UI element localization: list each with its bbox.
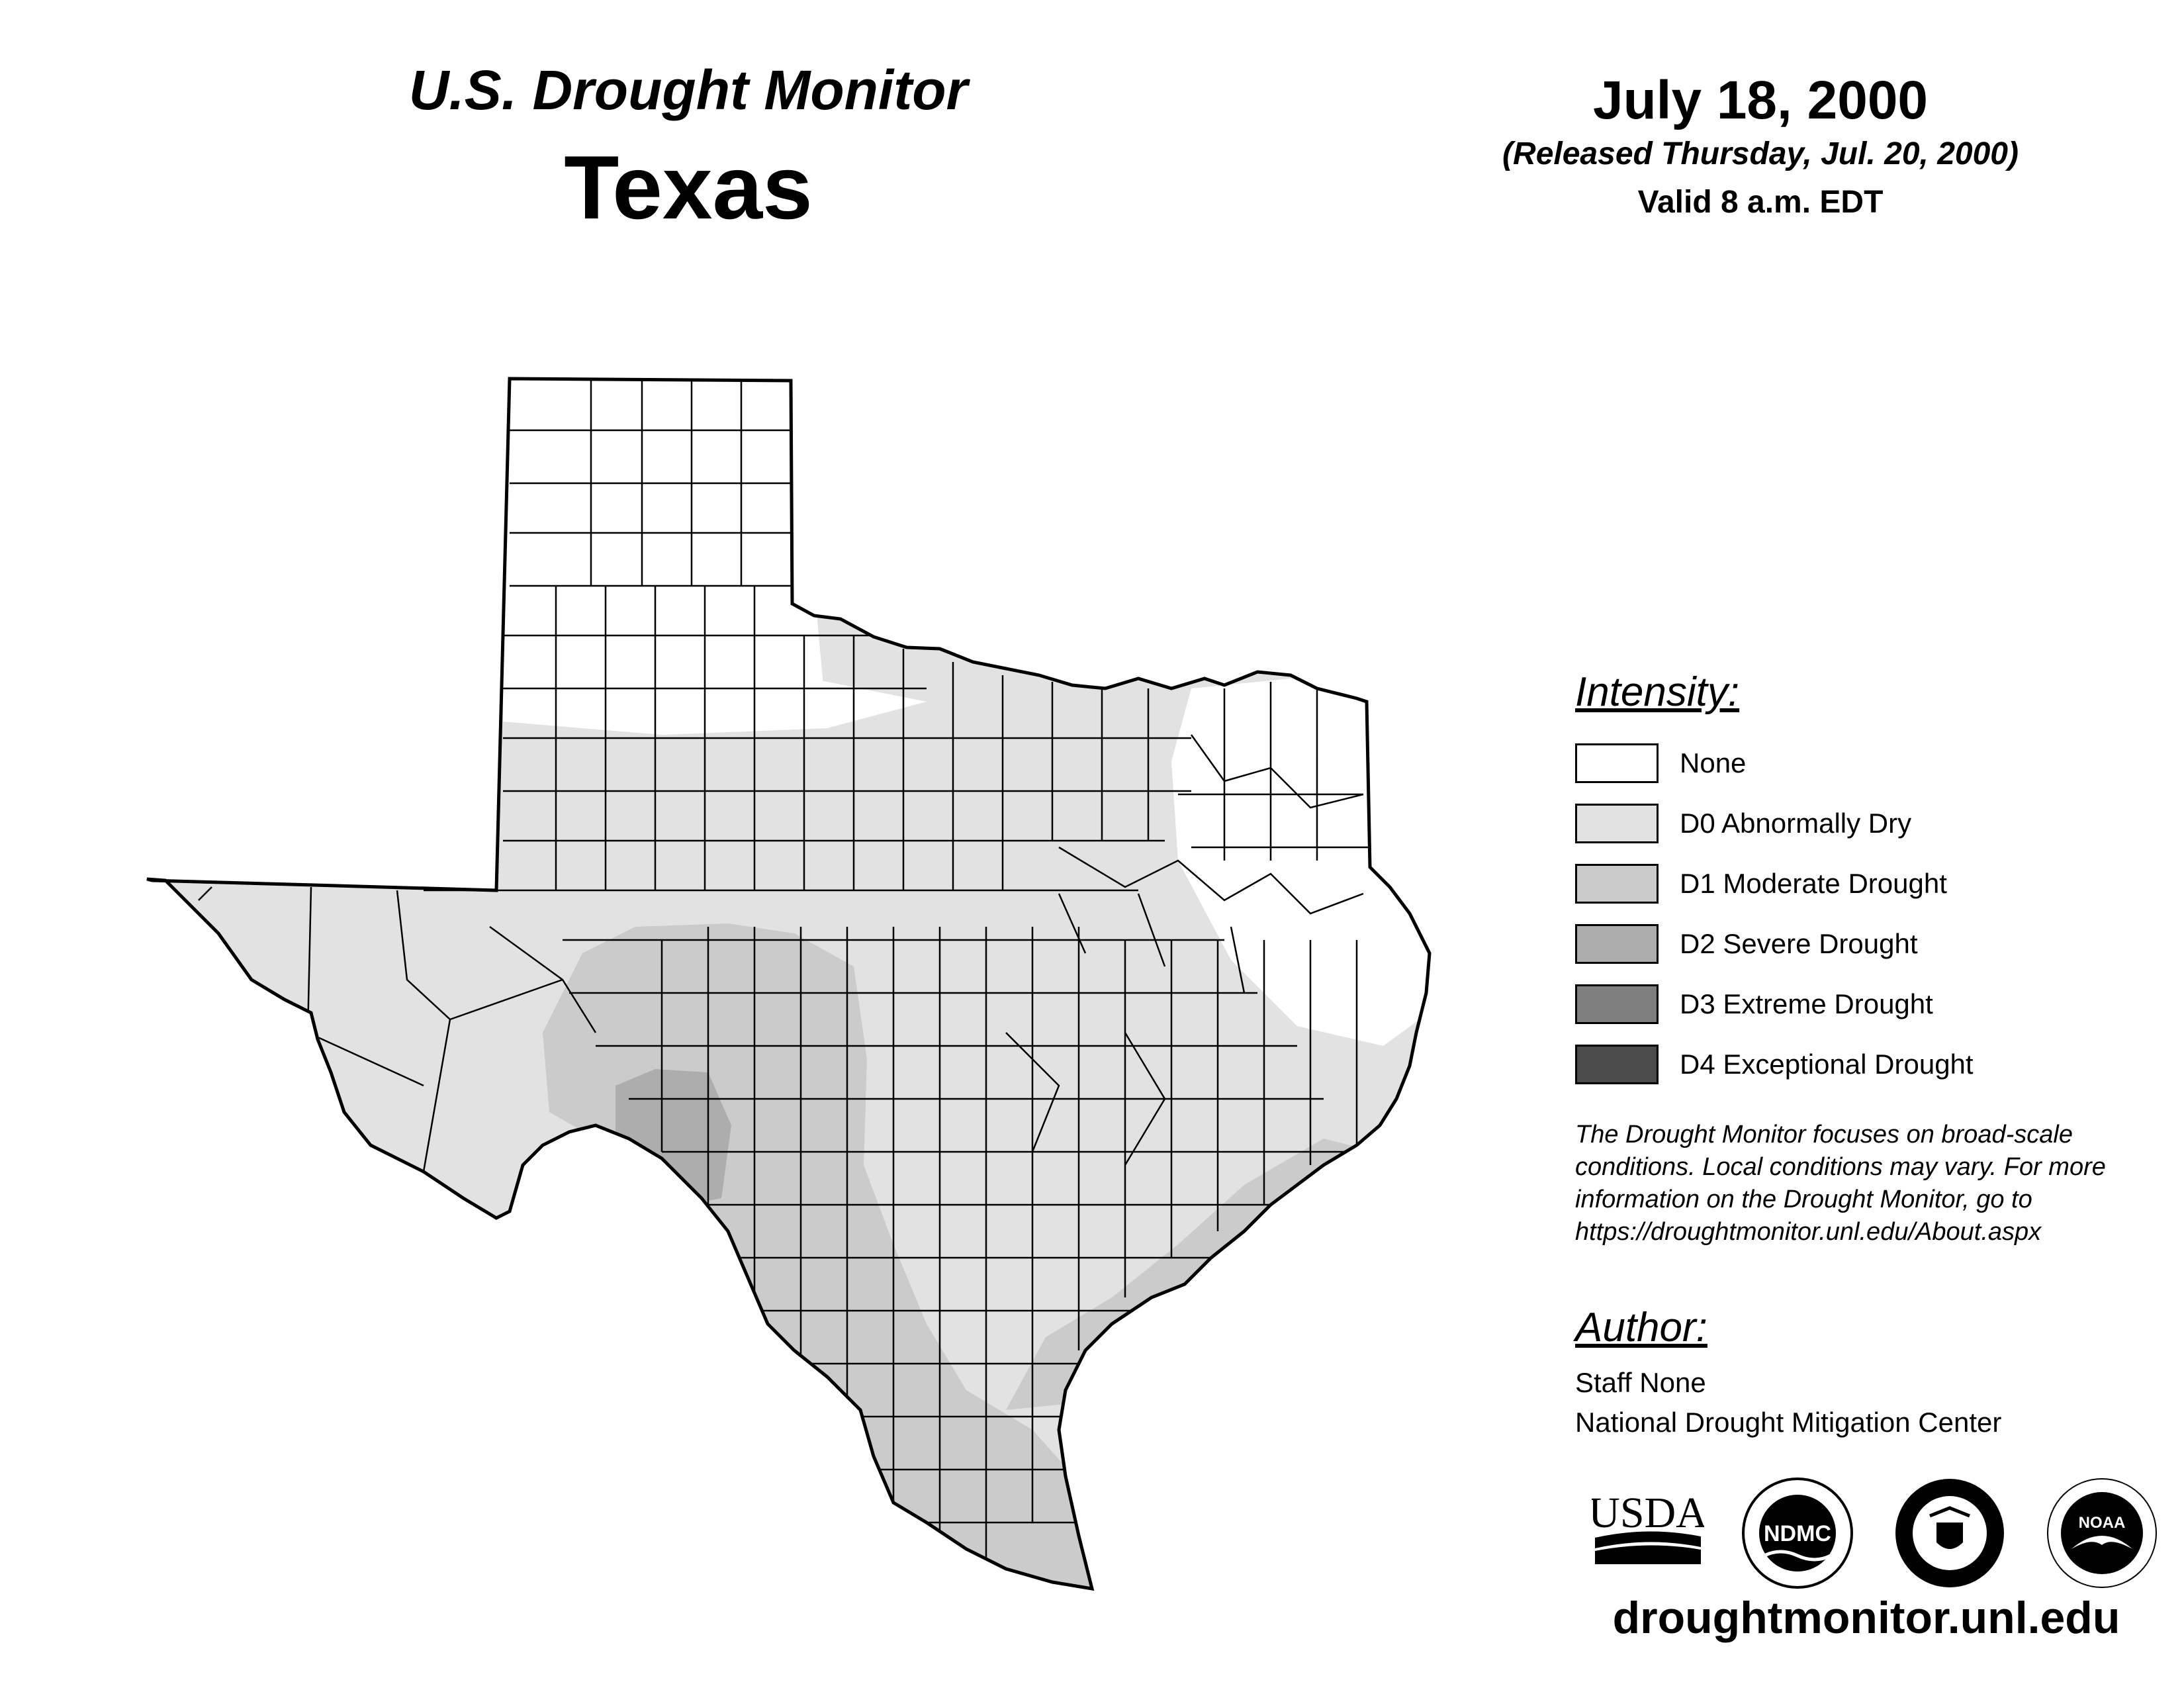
release-date: (Released Thursday, Jul. 20, 2000): [1502, 136, 2019, 171]
legend-item-d4: D4 Exceptional Drought: [1575, 1034, 2158, 1094]
author-title: Author:: [1575, 1305, 1707, 1350]
legend: Intensity: None D0 Abnormally Dry D1 Mod…: [1575, 669, 2158, 1094]
texas-drought-map: [0, 0, 1522, 1688]
legend-label: D4 Exceptional Drought: [1680, 1048, 1974, 1080]
noaa-logo: NOAA: [2047, 1478, 2157, 1588]
legend-swatch: [1575, 803, 1659, 843]
valid-date: July 18, 2000: [1592, 70, 1929, 130]
legend-label: D3 Extreme Drought: [1680, 988, 1933, 1019]
legend-item-d2: D2 Severe Drought: [1575, 914, 2158, 974]
legend-label: D2 Severe Drought: [1680, 927, 1918, 959]
valid-time: Valid 8 a.m. EDT: [1637, 185, 1884, 220]
legend-label: D0 Abnormally Dry: [1680, 807, 1912, 839]
legend-swatch: [1575, 984, 1659, 1024]
legend-label: None: [1680, 747, 1747, 778]
legend-swatch: [1575, 863, 1659, 904]
legend-item-d3: D3 Extreme Drought: [1575, 974, 2158, 1034]
author-org: National Drought Mitigation Center: [1575, 1407, 2002, 1438]
ndmc-logo: NDMC: [1742, 1477, 1853, 1589]
legend-title: Intensity:: [1575, 669, 1740, 715]
legend-swatch: [1575, 743, 1659, 783]
map-subtitle: U.S. Drought Monitor: [408, 59, 968, 121]
usda-logo-text: USDA: [1592, 1489, 1704, 1537]
commerce-seal-logo: [1895, 1479, 2004, 1587]
legend-swatch: [1575, 923, 1659, 964]
legend-item-none: None: [1575, 733, 2158, 793]
legend-swatch: [1575, 1044, 1659, 1084]
map-title: Texas: [564, 137, 813, 238]
legend-item-d0: D0 Abnormally Dry: [1575, 793, 2158, 853]
website-url: droughtmonitor.unl.edu: [1612, 1593, 2120, 1643]
legend-item-d1: D1 Moderate Drought: [1575, 853, 2158, 914]
disclaimer-note: The Drought Monitor focuses on broad-sca…: [1575, 1121, 2106, 1246]
legend-label: D1 Moderate Drought: [1680, 867, 1947, 899]
usda-logo: USDA: [1592, 1489, 1704, 1564]
ndmc-logo-text: NDMC: [1764, 1521, 1831, 1546]
noaa-logo-text: NOAA: [2079, 1514, 2126, 1532]
author-name: Staff None: [1575, 1367, 1706, 1398]
